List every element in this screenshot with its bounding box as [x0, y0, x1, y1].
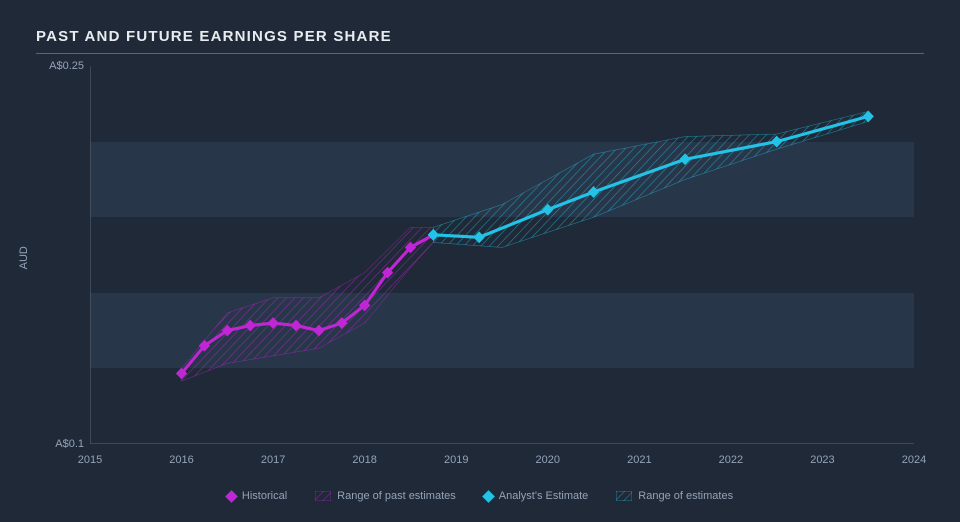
chart-container: PAST AND FUTURE EARNINGS PER SHARE AUD A…	[0, 0, 960, 522]
legend-label: Range of estimates	[638, 490, 733, 502]
x-tick-label: 2019	[444, 454, 468, 466]
legend-label: Range of past estimates	[337, 490, 456, 502]
diamond-icon	[482, 490, 495, 503]
x-tick-label: 2020	[536, 454, 560, 466]
x-tick-label: 2015	[78, 454, 102, 466]
legend-item-historical: Historical	[227, 490, 287, 502]
y-tick-label: A$0.1	[55, 438, 84, 450]
chart-title: PAST AND FUTURE EARNINGS PER SHARE	[36, 28, 924, 54]
future-range-area	[433, 111, 868, 247]
y-axis-label: AUD	[18, 246, 30, 269]
x-tick-label: 2023	[810, 454, 834, 466]
hatch-icon	[616, 491, 632, 501]
x-tick-label: 2016	[169, 454, 193, 466]
x-tick-label: 2024	[902, 454, 926, 466]
diamond-icon	[225, 490, 238, 503]
y-tick-label: A$0.25	[49, 60, 84, 72]
legend-label: Historical	[242, 490, 287, 502]
plot-area: A$0.1A$0.2520152016201720182019202020212…	[90, 66, 914, 444]
legend-item-past_range: Range of past estimates	[315, 490, 456, 502]
x-tick-label: 2018	[352, 454, 376, 466]
x-tick-label: 2021	[627, 454, 651, 466]
legend-label: Analyst's Estimate	[499, 490, 589, 502]
x-tick-label: 2017	[261, 454, 285, 466]
chart-wrap: AUD A$0.1A$0.252015201620172018201920202…	[36, 66, 924, 484]
past-range-area	[182, 227, 434, 381]
legend: Historical Range of past estimates Analyst…	[36, 484, 924, 502]
hatch-icon	[315, 491, 331, 501]
legend-item-future_range: Range of estimates	[616, 490, 733, 502]
x-tick-label: 2022	[719, 454, 743, 466]
chart-svg	[90, 66, 914, 444]
legend-item-estimate: Analyst's Estimate	[484, 490, 589, 502]
